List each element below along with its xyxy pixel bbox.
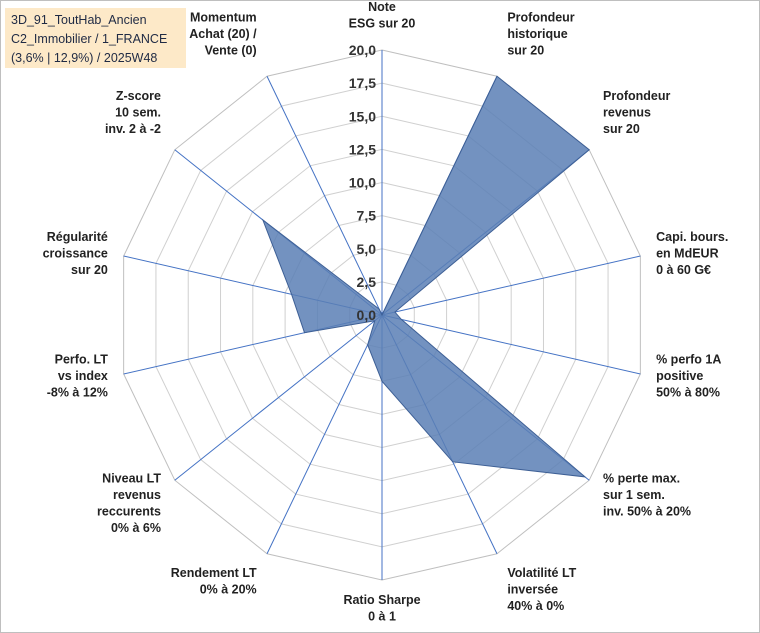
axis-label-line: Rendement LT bbox=[171, 566, 257, 580]
axis-label-line: % perfo 1A bbox=[656, 352, 721, 366]
axis-label: Rendement LT 0% à 20% bbox=[171, 566, 257, 597]
axis-label-line: Z-score bbox=[116, 89, 161, 103]
axis-label-line: 0 à 60 G€ bbox=[656, 263, 711, 277]
tick-label: 12,5 bbox=[349, 141, 376, 157]
axis-label-line: sur 20 bbox=[507, 44, 544, 58]
axis-label: Régularité croissance sur 20 bbox=[43, 230, 108, 277]
axis-label-line: vs index bbox=[58, 369, 108, 383]
axis-label-line: 0 à 1 bbox=[368, 610, 396, 624]
tick-label: 0,0 bbox=[357, 307, 377, 323]
axis-label-line: croissance bbox=[43, 247, 108, 261]
tick-label: 2,5 bbox=[357, 274, 377, 290]
spoke-line bbox=[266, 76, 383, 316]
chart-title-box: 3D_91_ToutHab_Ancien C2_Immobilier / 1_F… bbox=[5, 8, 186, 68]
tick-label: 17,5 bbox=[349, 75, 376, 91]
axis-label-line: revenus bbox=[603, 106, 651, 120]
axis-label: Capi. bours. en MdEUR 0 à 60 G€ bbox=[656, 230, 728, 277]
radar-axis-labels: Note ESG sur 20 Profondeur historique sur 20… bbox=[43, 0, 729, 624]
axis-label-line: Achat (20) / bbox=[189, 27, 257, 41]
axis-label-line: Perfo. LT bbox=[55, 352, 109, 366]
axis-label: Profondeur historique sur 20 bbox=[507, 11, 574, 58]
axis-label-line: sur 1 sem. bbox=[603, 488, 665, 502]
axis-label: Perfo. LT vs index -8% à 12% bbox=[47, 352, 109, 399]
chart-title-line: (3,6% | 12,9%) / 2025W48 bbox=[11, 51, 158, 65]
axis-label: Volatilité LT inversée 40% à 0% bbox=[507, 566, 576, 613]
axis-label-line: -8% à 12% bbox=[47, 385, 108, 399]
axis-label: Note ESG sur 20 bbox=[349, 0, 416, 31]
axis-label-line: Ratio Sharpe bbox=[343, 593, 420, 607]
chart-title-line: 3D_91_ToutHab_Ancien bbox=[11, 13, 147, 27]
axis-label: % perte max. sur 1 sem. inv. 50% à 20% bbox=[603, 471, 691, 518]
axis-label-line: inv. 50% à 20% bbox=[603, 504, 691, 518]
tick-label: 20,0 bbox=[349, 42, 376, 58]
tick-label: 10,0 bbox=[349, 175, 376, 191]
axis-label-line: 50% à 80% bbox=[656, 385, 720, 399]
axis-label-line: 40% à 0% bbox=[507, 599, 564, 613]
axis-label-line: Momentum bbox=[190, 11, 257, 25]
axis-label-line: reccurents bbox=[97, 504, 161, 518]
axis-label-line: inv. 2 à -2 bbox=[105, 122, 161, 136]
axis-label-line: Capi. bours. bbox=[656, 230, 728, 244]
axis-label-line: Profondeur bbox=[507, 11, 574, 25]
axis-label: % perfo 1A positive 50% à 80% bbox=[656, 352, 721, 399]
chart-title-line: C2_Immobilier / 1_FRANCE bbox=[11, 32, 168, 46]
axis-label: Niveau LT revenus reccurents 0% à 6% bbox=[97, 471, 161, 535]
axis-label-line: Régularité bbox=[47, 230, 108, 244]
axis-label-line: sur 20 bbox=[71, 263, 108, 277]
axis-label-line: en MdEUR bbox=[656, 247, 719, 261]
series-area bbox=[261, 75, 590, 478]
axis-label-line: Niveau LT bbox=[102, 471, 161, 485]
axis-label-line: 0% à 6% bbox=[111, 521, 161, 535]
axis-label-line: Vente (0) bbox=[205, 44, 257, 58]
tick-label: 5,0 bbox=[357, 241, 377, 257]
axis-label-line: Profondeur bbox=[603, 89, 670, 103]
axis-label-line: % perte max. bbox=[603, 471, 680, 485]
axis-label-line: historique bbox=[507, 27, 567, 41]
spoke-line bbox=[266, 314, 383, 554]
tick-label: 15,0 bbox=[349, 108, 376, 124]
axis-label-line: 10 sem. bbox=[115, 106, 161, 120]
tick-label: 7,5 bbox=[357, 208, 377, 224]
radar-series bbox=[261, 75, 590, 478]
axis-label-line: 0% à 20% bbox=[200, 582, 257, 596]
axis-label-line: revenus bbox=[113, 488, 161, 502]
axis-label: Profondeur revenus sur 20 bbox=[603, 89, 670, 136]
radar-tick-labels: 0,0 2,5 5,0 7,5 10,0 12,5 15,0 17,5 20,0 bbox=[349, 42, 376, 323]
axis-label: Momentum Achat (20) / Vente (0) bbox=[189, 11, 257, 58]
spoke-line bbox=[381, 255, 641, 316]
axis-label: Z-score 10 sem. inv. 2 à -2 bbox=[105, 89, 161, 136]
axis-label: Ratio Sharpe 0 à 1 bbox=[343, 593, 420, 624]
spoke-line bbox=[174, 314, 383, 481]
axis-label-line: positive bbox=[656, 369, 703, 383]
axis-label-line: sur 20 bbox=[603, 122, 640, 136]
axis-label-line: Note bbox=[368, 0, 396, 14]
axis-label-line: ESG sur 20 bbox=[349, 17, 416, 31]
spoke-line bbox=[381, 314, 641, 375]
axis-label-line: inversée bbox=[507, 582, 558, 596]
axis-label-line: Volatilité LT bbox=[507, 566, 576, 580]
